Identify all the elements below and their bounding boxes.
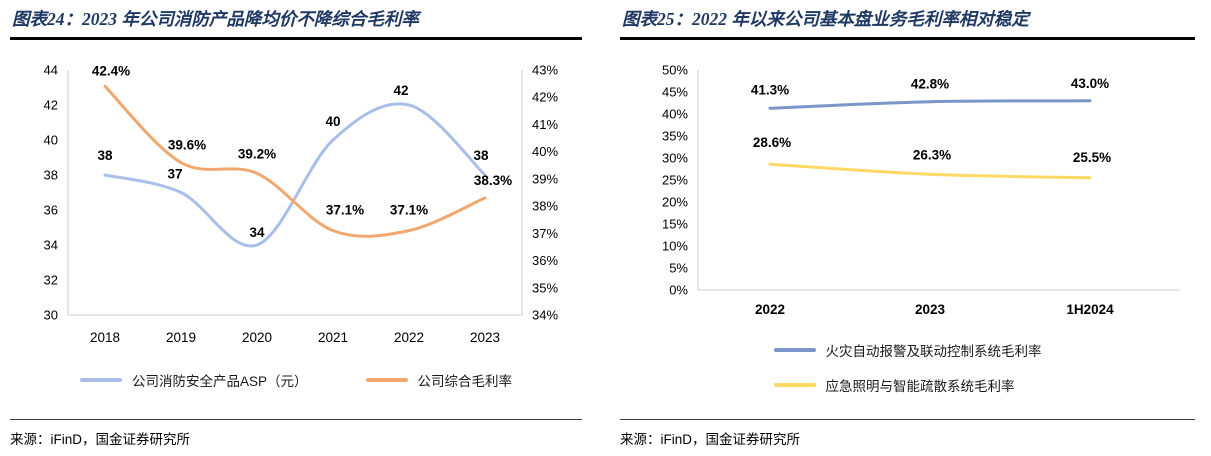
data-label: 37.1%	[326, 203, 364, 218]
legend-label: 火灾自动报警及联动控制系统毛利率	[825, 344, 1042, 359]
y2-axis-tick: 38%	[532, 199, 558, 214]
y-axis-tick: 50%	[662, 63, 688, 78]
x-axis-tick: 2023	[470, 330, 500, 345]
figure24-line-chart: 44 42 40 38 36 34 32 30 43% 42% 41% 40% 39% 38% 37% 36%…	[44, 63, 559, 346]
y-axis-tick: 40%	[662, 107, 688, 122]
y-axis-tick: 35%	[662, 129, 688, 144]
y-axis-tick: 42	[44, 98, 58, 113]
figure24-source: 来源：iFinD，国金证券研究所	[10, 419, 582, 448]
y-axis-tick: 10%	[662, 239, 688, 254]
y2-axis-tick: 40%	[532, 144, 558, 159]
series-line-0: 38 37 34 40 42 38	[97, 83, 489, 248]
data-label: 41.3%	[751, 82, 789, 97]
data-label: 34	[249, 225, 265, 240]
data-label: 26.3%	[913, 147, 951, 162]
y-axis-tick: 30%	[662, 151, 688, 166]
figure25-panel: 图表25：2022 年以来公司基本盘业务毛利率相对稳定 50% 45% 40% 35%…	[620, 8, 1195, 452]
data-label: 37	[167, 167, 182, 182]
y2-axis-tick: 39%	[532, 171, 558, 186]
axis-tick-labels: 44 42 40 38 36 34 32 30 43% 42% 41% 40% 39% 38% 37% 36%…	[44, 63, 559, 323]
data-label: 38	[97, 148, 113, 163]
x-axis-tick: 1H2024	[1066, 302, 1114, 317]
legend-line-swatch	[773, 383, 816, 387]
data-label: 28.6%	[753, 135, 791, 150]
series-line-1: 42.4% 39.6% 39.2% 37.1% 37.1% 38.3%	[92, 63, 512, 238]
figure24-legend: 公司消防安全产品ASP（元） 公司综合毛利率	[10, 370, 582, 390]
x-axis-tick: 2018	[90, 330, 120, 345]
y-axis-tick: 5%	[669, 261, 688, 276]
y2-axis-tick: 41%	[532, 117, 558, 132]
legend-line-swatch	[773, 348, 816, 352]
y2-axis-tick: 35%	[532, 280, 558, 295]
legend-item: 公司综合毛利率	[365, 370, 513, 390]
y-axis-tick: 38	[44, 168, 58, 183]
y-axis-tick: 25%	[662, 173, 688, 188]
y-axis-tick: 32	[44, 273, 58, 288]
y-axis-tick: 40	[44, 133, 58, 148]
figure24-title-rule	[10, 37, 582, 40]
y2-axis-tick: 34%	[532, 308, 558, 323]
figure24-title: 图表24：2023 年公司消防产品降均价不降综合毛利率	[12, 9, 419, 29]
data-label: 43.0%	[1071, 76, 1109, 91]
data-label: 38	[473, 148, 489, 163]
y2-axis-tick: 36%	[532, 253, 558, 268]
y-axis-tick: 44	[44, 63, 58, 78]
legend-line-swatch	[79, 378, 122, 382]
data-label: 37.1%	[390, 203, 428, 218]
figure25-source: 来源：iFinD，国金证券研究所	[620, 419, 1195, 448]
data-label: 42.4%	[92, 63, 130, 78]
axis-tick-labels: 50% 45% 40% 35% 30% 25% 20% 15% 10% 5% 0%	[662, 63, 688, 298]
legend-item: 火灾自动报警及联动控制系统毛利率	[773, 340, 1042, 360]
y2-axis-tick: 37%	[532, 226, 558, 241]
x-axis-tick: 2022	[755, 302, 785, 317]
figure25-line-chart: 50% 45% 40% 35% 30% 25% 20% 15% 10% 5% 0% 2022 2023 1…	[662, 63, 1180, 317]
legend-item: 应急照明与智能疏散系统毛利率	[773, 375, 1015, 395]
data-label: 42.8%	[911, 77, 949, 92]
legend-label: 公司综合毛利率	[417, 374, 513, 389]
legend-item: 公司消防安全产品ASP（元）	[79, 370, 308, 390]
y-axis-tick: 20%	[662, 195, 688, 210]
legend-label: 公司消防安全产品ASP（元）	[131, 374, 308, 389]
data-label: 39.6%	[168, 138, 206, 153]
data-label: 25.5%	[1073, 150, 1111, 165]
x-axis-tick: 2023	[915, 302, 946, 317]
x-axis-tick: 2022	[394, 330, 424, 345]
figure25-title-rule	[620, 37, 1195, 40]
figure24-panel: 图表24：2023 年公司消防产品降均价不降综合毛利率 44 42 40 38 36 34…	[10, 8, 582, 452]
figure25-title: 图表25：2022 年以来公司基本盘业务毛利率相对稳定	[622, 9, 1029, 29]
x-axis-tick: 2019	[166, 330, 196, 345]
x-axis-labels: 2018 2019 2020 2021 2022 2023	[90, 330, 500, 345]
axis-lines	[67, 70, 523, 316]
y-axis-tick: 30	[44, 308, 58, 323]
data-label: 42	[393, 83, 408, 98]
legend-line-swatch	[365, 378, 408, 382]
x-axis-tick: 2021	[318, 330, 348, 345]
y2-axis-tick: 42%	[532, 90, 558, 105]
x-axis-tick: 2020	[242, 330, 272, 345]
axis-lines	[697, 70, 1180, 291]
data-label: 38.3%	[474, 173, 512, 188]
y-axis-tick: 15%	[662, 217, 688, 232]
data-label: 40	[325, 114, 340, 129]
y-axis-tick: 0%	[669, 283, 688, 298]
x-axis-labels: 2022 2023 1H2024	[755, 302, 1114, 317]
legend-label: 应急照明与智能疏散系统毛利率	[825, 379, 1015, 394]
y-axis-tick: 36	[44, 203, 58, 218]
series-line-0: 41.3% 42.8% 43.0%	[751, 76, 1109, 110]
y2-axis-tick: 43%	[532, 63, 558, 78]
y-axis-tick: 45%	[662, 85, 688, 100]
data-label: 39.2%	[238, 146, 276, 161]
y-axis-tick: 34	[44, 238, 58, 253]
series-line-1: 28.6% 26.3% 25.5%	[753, 135, 1111, 180]
figure25-legend: 火灾自动报警及联动控制系统毛利率 应急照明与智能疏散系统毛利率	[773, 340, 1042, 395]
